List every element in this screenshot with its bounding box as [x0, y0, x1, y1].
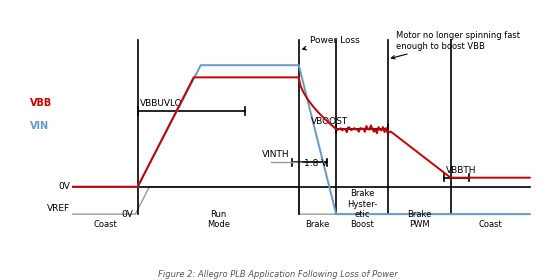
Text: Motor no longer spinning fast
enough to boost VBB: Motor no longer spinning fast enough to … [391, 31, 520, 59]
Text: VINTH: VINTH [262, 150, 290, 159]
Text: 0V: 0V [58, 182, 70, 191]
Text: 0V: 0V [121, 210, 133, 219]
Text: Brake
PWM: Brake PWM [407, 210, 431, 229]
Text: VBBUVLO: VBBUVLO [140, 99, 182, 108]
Text: VBB: VBB [30, 98, 52, 108]
Text: VIN: VIN [30, 121, 49, 131]
Text: Brake: Brake [305, 220, 330, 229]
Text: VBBTH: VBBTH [445, 166, 476, 175]
Text: 1.8 V: 1.8 V [304, 160, 327, 169]
Text: Run
Mode: Run Mode [207, 210, 230, 229]
Text: VBOOST: VBOOST [310, 117, 348, 126]
Text: Power Loss: Power Loss [302, 36, 360, 50]
Text: Coast: Coast [93, 220, 117, 229]
Text: Brake
Hyster-
etic
Boost: Brake Hyster- etic Boost [347, 189, 377, 229]
Text: Figure 2: Allegro PLB Application Following Loss of Power: Figure 2: Allegro PLB Application Follow… [158, 270, 398, 279]
Text: Coast: Coast [478, 220, 502, 229]
Text: VREF: VREF [47, 204, 70, 213]
